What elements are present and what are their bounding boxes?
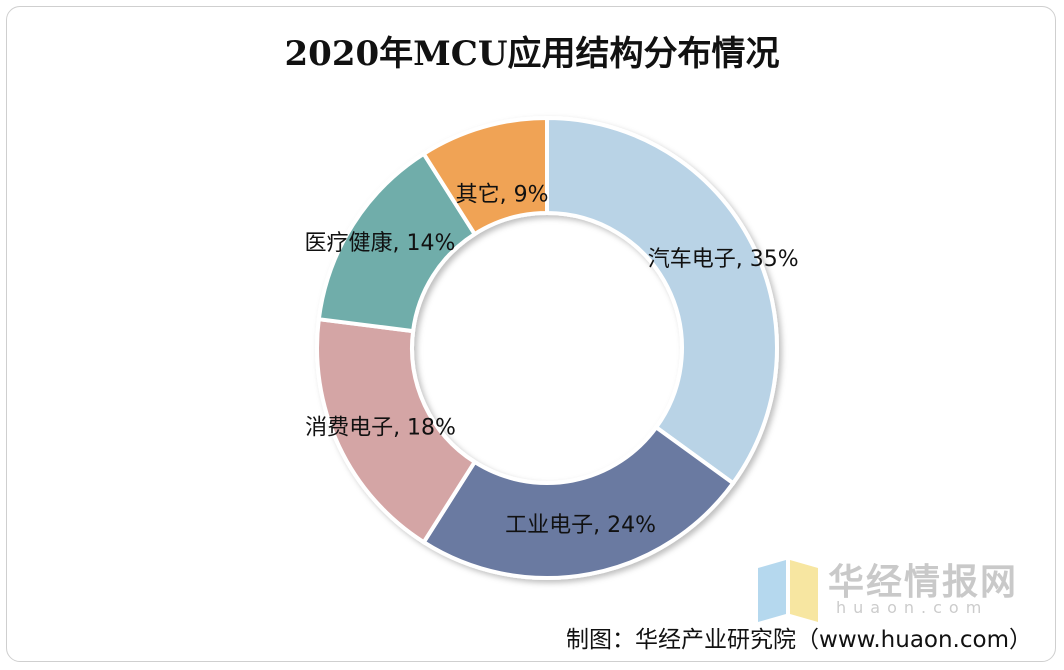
slice-label-2: 工业电子, 24% xyxy=(505,513,656,538)
slice-label-3: 消费电子, 18% xyxy=(305,415,456,440)
huaon-logo-icon xyxy=(758,560,818,622)
donut-slice-5 xyxy=(420,115,549,237)
chart-source: 制图：华经产业研究院（www.huaon.com） xyxy=(566,627,1032,653)
donut-slice-1 xyxy=(545,115,779,486)
slice-label-1: 汽车电子, 35% xyxy=(648,247,799,272)
chart-title: 2020年MCU应用结构分布情况 xyxy=(284,34,780,74)
slice-label-4: 医疗健康, 14% xyxy=(305,231,456,256)
slice-label-5: 其它, 9% xyxy=(456,182,549,207)
donut-slice-3 xyxy=(315,316,478,545)
watermark-name: 华经情报网 xyxy=(828,562,1019,603)
watermark-site: huaon.com xyxy=(836,598,989,617)
donut-slice-2 xyxy=(420,424,736,580)
